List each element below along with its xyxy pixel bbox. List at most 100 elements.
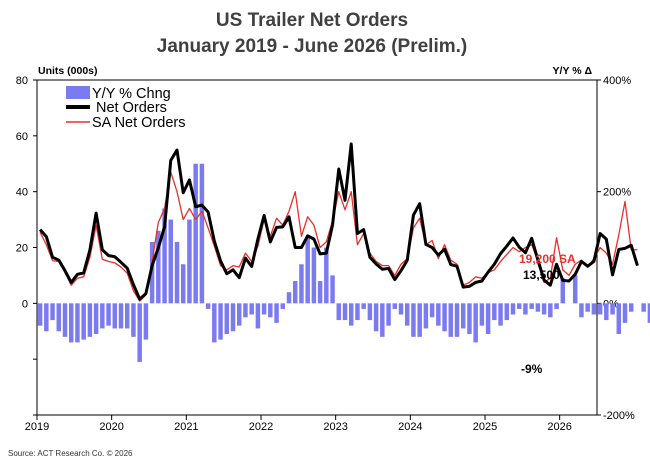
yoy-bar [255, 303, 261, 329]
legend: Y/Y % Chng Net Orders SA Net Orders [66, 86, 185, 131]
legend-swatch-yoy [66, 86, 90, 99]
left-axis: 80 60 40 20 0 [16, 75, 37, 416]
yoy-bar [348, 303, 354, 326]
x-axis: 2019 2020 2021 2022 2023 2024 2025 2026 [25, 415, 572, 433]
left-tick-label: 0 [22, 298, 28, 310]
yoy-bar [268, 303, 273, 318]
yoy-bar [149, 241, 155, 304]
yoy-bar [604, 303, 609, 321]
yoy-bar [373, 303, 379, 332]
yoy-bar [560, 278, 566, 304]
x-tick-label: 2020 [99, 421, 123, 433]
yoy-bar [317, 281, 323, 304]
yoy-bar [118, 303, 124, 329]
yoy-bar [44, 303, 49, 332]
legend-label-yoy: Y/Y % Chng [92, 86, 171, 102]
yoy-bar [597, 303, 603, 315]
yoy-bar [124, 303, 130, 329]
yoy-bar [112, 303, 118, 329]
yoy-bar [467, 303, 472, 335]
yoy-bar [100, 303, 105, 329]
yoy-bar [68, 303, 74, 343]
yoy-bar [579, 303, 584, 318]
yoy-bar [442, 303, 447, 332]
x-tick-label: 2021 [174, 421, 198, 433]
yoy-bar [585, 303, 590, 312]
yoy-bar [168, 219, 174, 304]
yoy-bar [187, 219, 192, 304]
yoy-bar [367, 303, 373, 321]
yoy-bar [106, 303, 111, 326]
yoy-bar [423, 303, 429, 329]
yoy-bar [572, 275, 578, 304]
yoy-bar [330, 275, 335, 304]
yoy-bar [492, 303, 497, 321]
yoy-bar [448, 303, 454, 337]
left-tick-label: 20 [16, 243, 28, 255]
yoy-bar [81, 303, 86, 340]
x-tick-label: 2023 [323, 421, 347, 433]
yoy-bar [591, 303, 597, 315]
yoy-bar [342, 303, 348, 321]
yoy-bar [523, 303, 528, 315]
yoy-bar [411, 303, 416, 337]
left-tick-label: 40 [16, 187, 28, 199]
yoy-bar [162, 208, 167, 304]
yoy-bar [429, 303, 435, 318]
x-tick-label: 2026 [547, 421, 571, 433]
yoy-bar [404, 303, 410, 326]
yoy-bar [280, 303, 286, 309]
yoy-bar [137, 303, 142, 362]
net-orders-line [38, 142, 639, 301]
yoy-bar [193, 163, 198, 304]
yoy-bar [243, 303, 248, 318]
yoy-bar [485, 303, 491, 335]
legend-label-net: Net Orders [96, 100, 167, 116]
source-note: Source: ACT Research Co. © 2026 [8, 449, 133, 458]
yoy-bar [498, 303, 503, 326]
yoy-bar [479, 303, 485, 326]
order-lines [38, 142, 639, 302]
yoy-bar [641, 303, 646, 312]
yoy-bar [224, 303, 230, 335]
yoy-bar [417, 303, 422, 337]
yoy-bar [305, 236, 310, 304]
x-tick-label: 2019 [25, 421, 49, 433]
right-tick-label: 200% [603, 187, 631, 199]
yoy-bars [37, 163, 650, 362]
yoy-bar [299, 264, 304, 304]
yoy-bar [212, 303, 217, 343]
yoy-bar [311, 247, 317, 304]
yoy-bar [156, 230, 161, 304]
yoy-bar [93, 303, 99, 335]
yoy-bar [324, 247, 329, 304]
annotation-sa-value: 19,200 SA [519, 252, 576, 266]
yoy-bar [355, 303, 360, 321]
yoy-bar [199, 163, 205, 304]
x-tick-label: 2022 [249, 421, 273, 433]
yoy-bar [460, 303, 466, 329]
yoy-bar [647, 303, 650, 323]
annotation-net-value: 13,500 [523, 268, 560, 282]
annotation-yoy-value: -9% [521, 362, 543, 376]
legend-label-sa: SA Net Orders [92, 115, 185, 131]
chart-subtitle: January 2019 - June 2026 (Prelim.) [157, 36, 468, 57]
yoy-bar [131, 303, 136, 337]
yoy-bar [622, 303, 628, 323]
yoy-bar [274, 303, 279, 323]
yoy-bar [510, 303, 516, 315]
yoy-bar [616, 303, 622, 335]
yoy-bar [628, 303, 634, 312]
right-axis-label: Y/Y % Δ [553, 65, 593, 77]
yoy-bar [454, 303, 460, 337]
yoy-bar [610, 303, 615, 315]
yoy-bar [286, 292, 292, 304]
yoy-bar [180, 264, 186, 304]
yoy-bar [56, 303, 62, 332]
yoy-bar [535, 303, 541, 312]
yoy-bar [218, 303, 223, 340]
yoy-bar [554, 303, 559, 309]
yoy-bar [292, 281, 298, 304]
yoy-bar [361, 303, 366, 309]
